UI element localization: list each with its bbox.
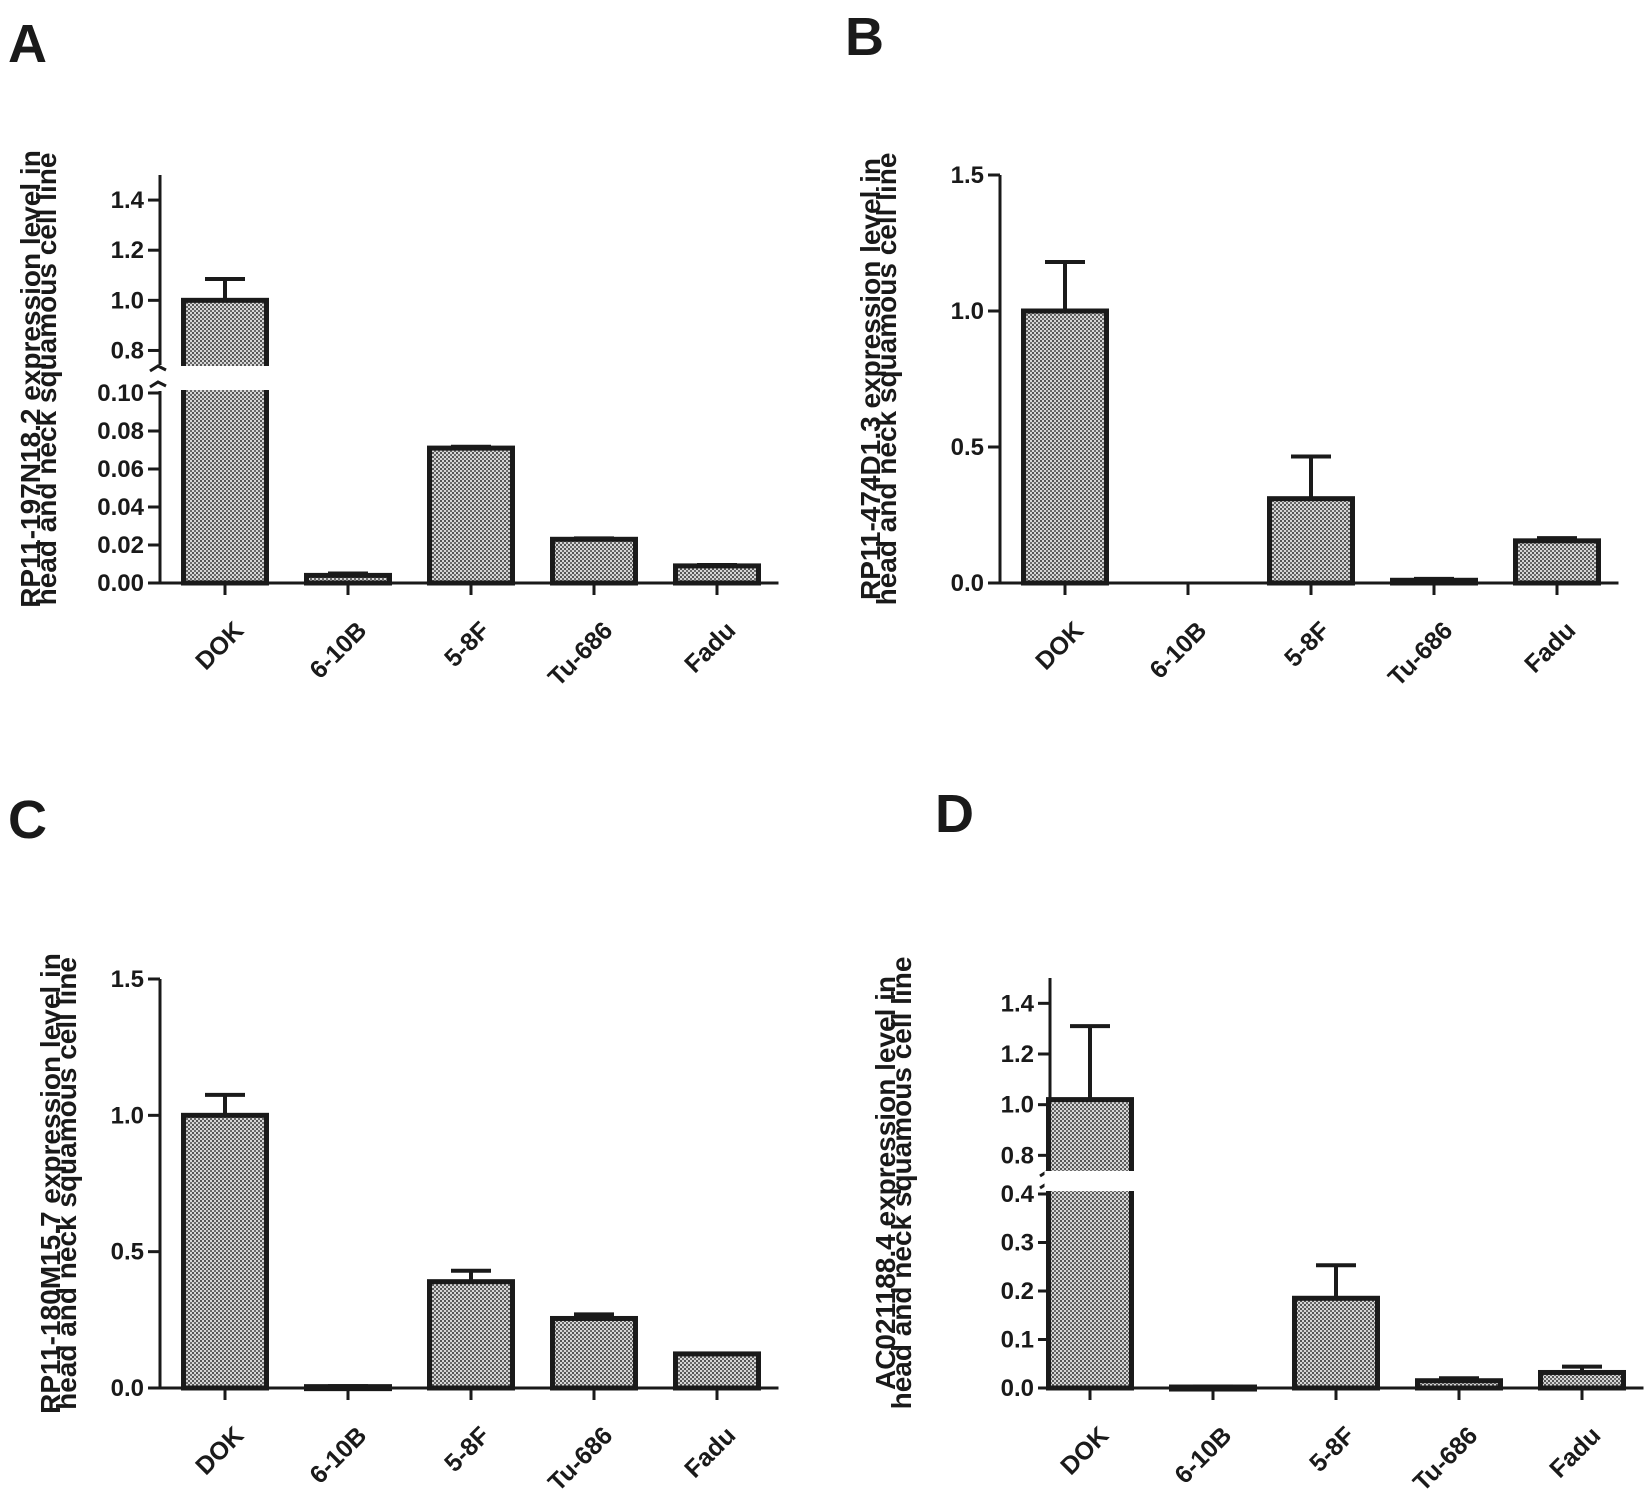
- panel-a-axis-break-lower: [149, 380, 167, 389]
- panel-d-ylabel-line-1: AC021188.4 expression level in: [870, 976, 901, 1390]
- panel-c-category-label-dok: DOK: [190, 1421, 249, 1480]
- panel-c-category-label-fadu: Fadu: [679, 1421, 741, 1483]
- panel-a-ylabel-line-1: RP11-197N18.2 expression level in: [15, 150, 46, 608]
- panel-a-upper-tick-label-2: 1.2: [111, 237, 144, 264]
- panel-c-y-tick-label-3: 1.5: [111, 966, 144, 993]
- panel-a-ylabel-line-2: head and neck squamous cell line: [31, 153, 62, 606]
- panel-d-lower-tick-label-2: 0.2: [1001, 1278, 1034, 1305]
- panel-a-label: A: [8, 14, 47, 74]
- panel-d-lower-tick-label-3: 0.3: [1001, 1230, 1034, 1257]
- panel-d-category-label-tu-686: Tu-686: [1408, 1421, 1483, 1496]
- panel-c-bar-tu-686: [550, 1315, 638, 1391]
- panel-d-upper-tick-label-1: 1.0: [1001, 1092, 1034, 1119]
- panel-c-y-tick-label-2: 1.0: [111, 1102, 144, 1129]
- panel-b-y-tick-label-3: 1.5: [951, 162, 984, 189]
- panel-b-label: B: [845, 7, 884, 67]
- panel-c-bar-fadu: [673, 1351, 761, 1391]
- panel-c-category-label-6-10b: 6-10B: [304, 1421, 372, 1489]
- panel-d-bar-fadu: [1538, 1369, 1626, 1391]
- panel-d-bar-tu-686: [1415, 1378, 1503, 1391]
- panel-a-upper-tick-label-1: 1.0: [111, 287, 144, 314]
- panel-b-y-tick-label-1: 0.5: [951, 434, 984, 461]
- panel-d-lower-tick-label-0: 0.0: [1001, 1375, 1034, 1402]
- panel-d-lower-tick-label-1: 0.1: [1001, 1327, 1034, 1354]
- panel-a-bar-fadu: [673, 563, 761, 586]
- panel-b-ylabel-line-2: head and neck squamous cell line: [871, 153, 902, 606]
- panel-d-label: D: [935, 784, 974, 844]
- panel-b-bar-5-8f: [1267, 496, 1355, 586]
- panel-b-ylabel-line-1: RP11-474D1.3 expression level in: [855, 158, 886, 600]
- panel-a-bar-tu-686: [550, 536, 638, 586]
- panel-a-category-label-tu-686: Tu-686: [543, 616, 618, 691]
- panel-a-lower-tick-label-1: 0.02: [97, 532, 144, 559]
- panel-a-bar-break-dok: [179, 366, 271, 390]
- panel-a-category-label-fadu: Fadu: [679, 616, 741, 678]
- panel-d-ylabel-line-2: head and neck squamous cell line: [886, 957, 917, 1410]
- panel-c-bar-5-8f: [427, 1279, 515, 1391]
- panel-c-bar-dok: [181, 1112, 269, 1391]
- panel-a-lower-tick-label-5: 0.10: [97, 380, 144, 407]
- panel-a-bar-dok: [181, 297, 269, 586]
- panel-a-lower-tick-label-2: 0.04: [97, 494, 144, 521]
- panel-a-lower-tick-label-4: 0.08: [97, 418, 144, 445]
- panel-d-category-label-fadu: Fadu: [1544, 1421, 1606, 1483]
- panel-b-category-label-dok: DOK: [1030, 616, 1089, 675]
- panel-c-ylabel-line-1: RP11-180M15.7 expression level in: [35, 953, 66, 1414]
- panel-d-category-label-6-10b: 6-10B: [1169, 1421, 1237, 1489]
- panel-d-category-label-dok: DOK: [1055, 1421, 1114, 1480]
- panel-a-upper-tick-label-3: 1.4: [111, 187, 145, 214]
- panel-c-y-tick-label-0: 0.0: [111, 1375, 144, 1402]
- panel-b-category-label-fadu: Fadu: [1519, 616, 1581, 678]
- panel-c-category-label-5-8f: 5-8F: [439, 1421, 495, 1477]
- panel-a-category-label-dok: DOK: [190, 616, 249, 675]
- panel-c-category-label-tu-686: Tu-686: [543, 1421, 618, 1496]
- panel-c-ylabel-line-2: head and neck squamous cell line: [51, 957, 82, 1410]
- panel-c-label: C: [8, 790, 47, 850]
- panel-d-bar-break-dok: [1044, 1171, 1136, 1191]
- panel-d-category-label-5-8f: 5-8F: [1304, 1421, 1360, 1477]
- panel-a-lower-tick-label-3: 0.06: [97, 456, 144, 483]
- panel-a-lower-tick-label-0: 0.00: [97, 570, 144, 597]
- panel-b-category-label-5-8f: 5-8F: [1279, 616, 1335, 672]
- panel-a-category-label-6-10b: 6-10B: [304, 616, 372, 684]
- panel-d-lower-tick-label-4: 0.4: [1001, 1181, 1035, 1208]
- panel-c-y-tick-label-1: 0.5: [111, 1239, 144, 1266]
- panel-b-bar-fadu: [1513, 538, 1601, 586]
- panel-b-bar-dok: [1021, 308, 1109, 586]
- panel-a-axis-break-upper: [149, 364, 167, 373]
- panel-b-y-tick-label-0: 0.0: [951, 570, 984, 597]
- panel-a-bar-6-10b: [304, 572, 392, 586]
- panel-d-bar-dok: [1046, 1097, 1134, 1391]
- panel-b-y-tick-label-2: 1.0: [951, 298, 984, 325]
- panel-b-category-label-tu-686: Tu-686: [1383, 616, 1458, 691]
- panel-d-upper-tick-label-0: 0.8: [1001, 1142, 1034, 1169]
- panel-d-bar-5-8f: [1292, 1295, 1380, 1391]
- panel-a-upper-tick-label-0: 0.8: [111, 337, 144, 364]
- panel-b-category-label-6-10b: 6-10B: [1144, 616, 1212, 684]
- panel-d-upper-tick-label-3: 1.4: [1001, 990, 1035, 1017]
- panel-d-upper-tick-label-2: 1.2: [1001, 1041, 1034, 1068]
- panel-a-bar-5-8f: [427, 445, 515, 586]
- panel-a-category-label-5-8f: 5-8F: [439, 616, 495, 672]
